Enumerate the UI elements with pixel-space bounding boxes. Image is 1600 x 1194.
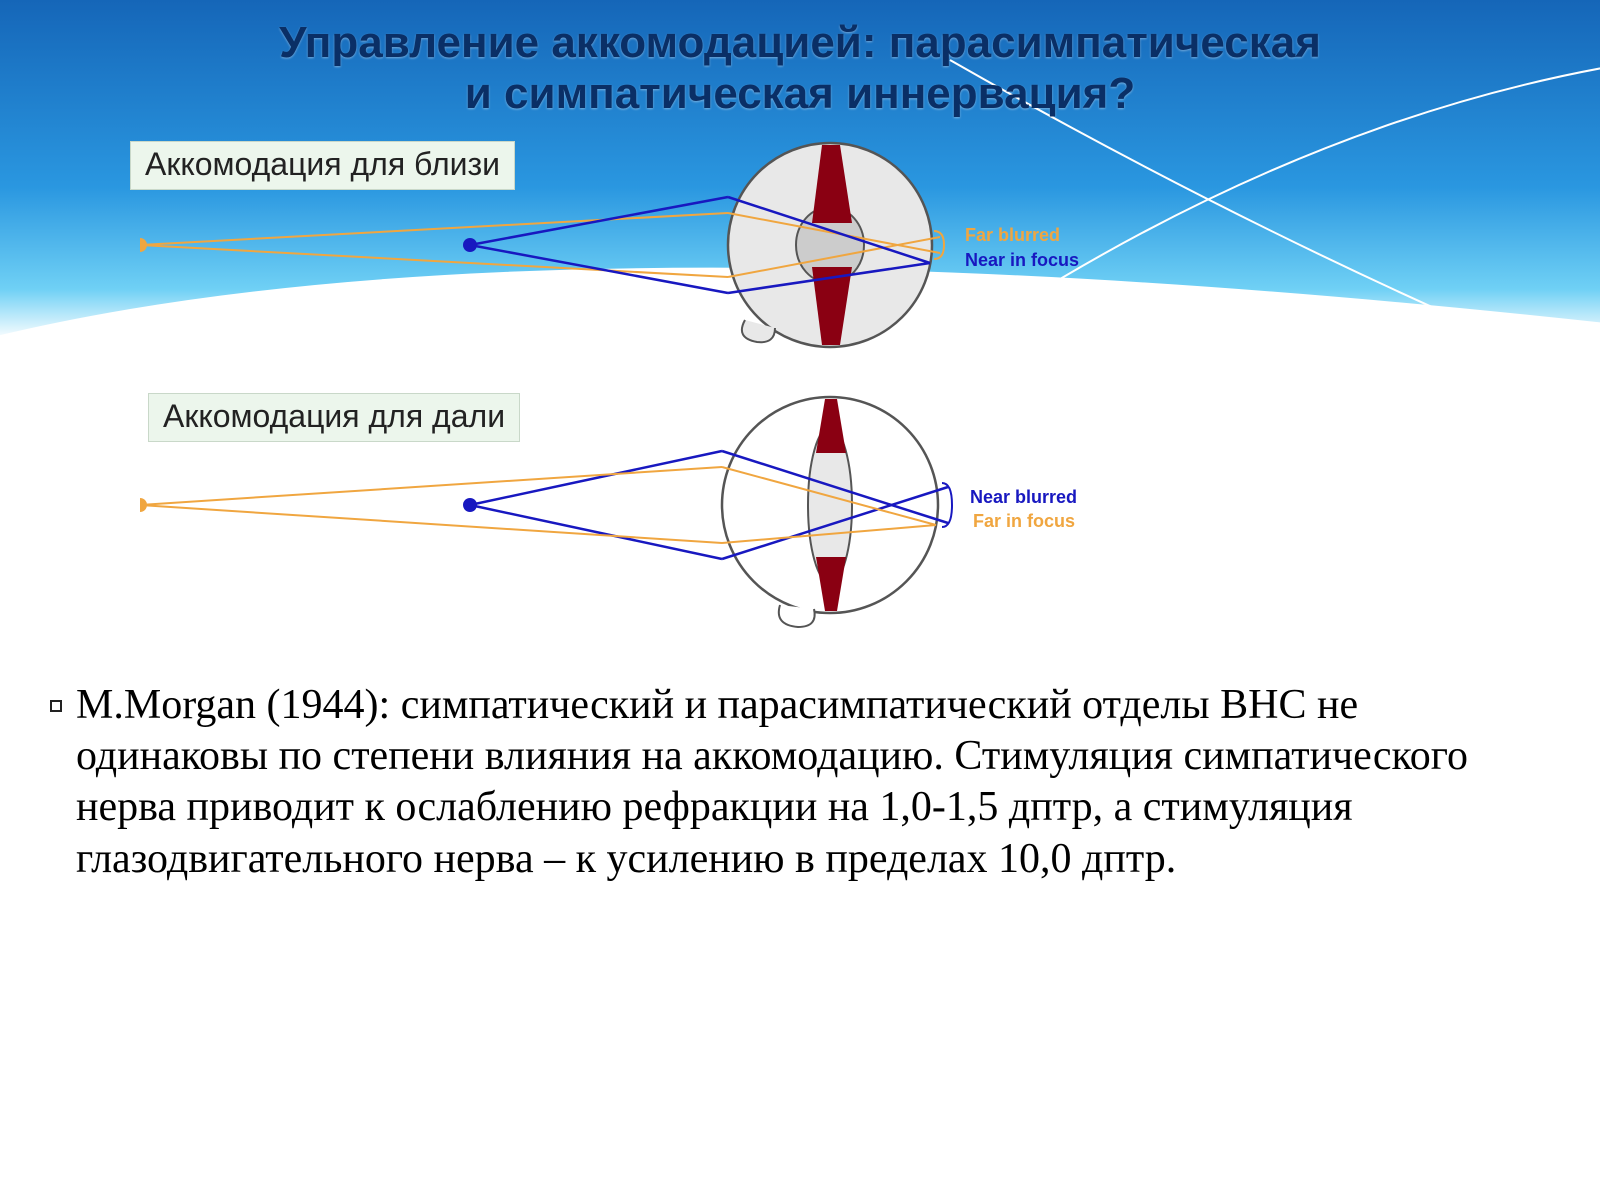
far-diagram-near-blurred-label: Near blurred — [970, 487, 1077, 508]
slide-title: Управление аккомодацией: парасимпатическ… — [0, 18, 1600, 119]
title-line-1: Управление аккомодацией: парасимпатическ… — [0, 18, 1600, 69]
eye-diagram-near — [140, 135, 960, 355]
near-diagram-near-focus-label: Near in focus — [965, 250, 1079, 271]
eye-diagram-far — [140, 395, 970, 635]
far-diagram-far-focus-label: Far in focus — [973, 511, 1075, 532]
diagram-area: Аккомодация для близи Far blurred Near i… — [80, 135, 1240, 635]
near-diagram-far-blurred-label: Far blurred — [965, 225, 1060, 246]
title-line-2: и симпатическая иннервация? — [0, 69, 1600, 120]
body-text-content: M.Morgan (1944): симпатический и парасим… — [76, 680, 1540, 885]
bullet-square-icon — [50, 700, 62, 712]
body-paragraph: M.Morgan (1944): симпатический и парасим… — [50, 680, 1540, 885]
